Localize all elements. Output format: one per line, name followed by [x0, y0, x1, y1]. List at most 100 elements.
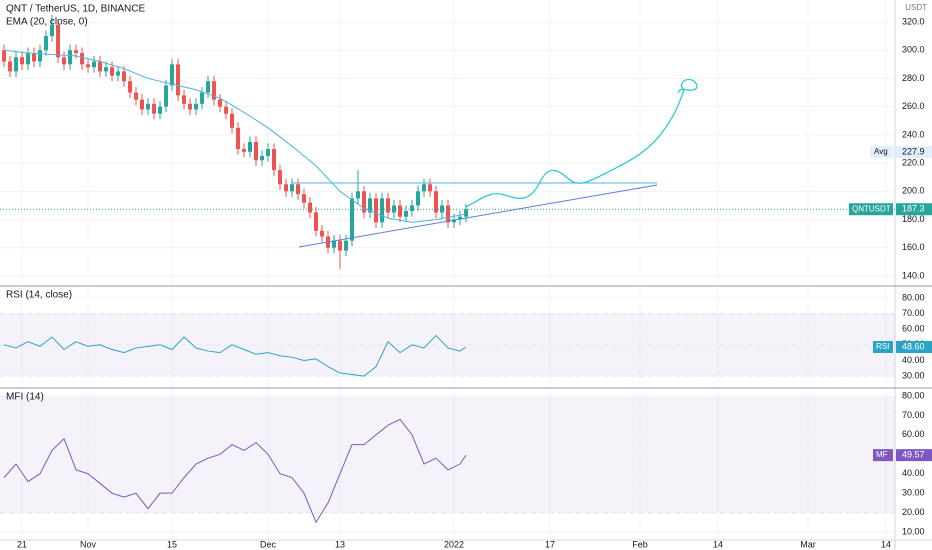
x-tick-label: Mar: [800, 539, 816, 549]
candle-body: [224, 106, 229, 114]
candle-body: [122, 71, 127, 82]
y-tick-label: 70.00: [902, 308, 925, 318]
candle-body: [254, 141, 259, 161]
candle-body: [104, 67, 109, 72]
candle-body: [50, 24, 55, 37]
candle-body: [290, 184, 295, 192]
candle-body: [194, 103, 199, 110]
ema-legend: EMA (20, close, 0): [6, 17, 88, 28]
candle-body: [242, 148, 247, 152]
candle-body: [422, 184, 427, 192]
mfi-legend: MFI (14): [6, 392, 44, 403]
chart-title: QNT / TetherUS, 1D, BINANCE: [6, 4, 145, 15]
y-tick-label: 40.00: [902, 468, 925, 478]
candle-body: [218, 99, 223, 107]
candle-body: [356, 191, 361, 199]
tag-label: QNTUSDT: [852, 204, 891, 213]
candle-body: [308, 202, 313, 213]
candle-body: [38, 50, 43, 62]
x-tick-label: 14: [881, 539, 891, 549]
y-tick-label: 30.00: [902, 370, 925, 380]
tag-label: MF: [876, 450, 888, 459]
y-tick-label: 20.00: [902, 507, 925, 517]
price-tag-value: 49.57: [902, 450, 925, 460]
candle-body: [182, 95, 187, 104]
candle-body: [62, 57, 67, 65]
tag-label-bg: [873, 341, 893, 353]
tag-label: RSI: [876, 342, 889, 351]
candle-body: [92, 61, 97, 68]
candle-body: [74, 50, 79, 54]
candle-body: [398, 205, 403, 217]
candle-body: [350, 198, 355, 241]
candle-body: [140, 99, 145, 110]
candle-body: [116, 71, 121, 76]
price-tag: [896, 449, 932, 462]
y-tick-label: 10.00: [902, 526, 925, 536]
unit-label: USDT: [905, 3, 927, 12]
candle-body: [44, 36, 49, 51]
candle-body: [200, 92, 205, 104]
indicator-line: [3, 334, 467, 377]
rsi-legend: RSI (14, close): [6, 290, 72, 301]
candle-body: [314, 212, 319, 231]
avg-label-bg: [870, 145, 893, 158]
y-tick-label: 80.00: [902, 292, 925, 302]
avg-value: 227.9: [902, 146, 925, 156]
candle-body: [188, 103, 193, 110]
candle-body: [20, 57, 25, 65]
y-tick-label: 60.00: [902, 324, 925, 334]
candle-body: [410, 205, 415, 212]
candle-body: [134, 92, 139, 100]
candle-body: [416, 191, 421, 206]
candle-body: [146, 103, 151, 110]
x-tick-label: Nov: [80, 539, 97, 549]
candle-body: [170, 64, 175, 86]
avg-tag: [896, 145, 932, 158]
price-tag-value: 187.3: [902, 204, 925, 214]
candle-body: [176, 64, 181, 96]
candle-body: [392, 205, 397, 213]
candle-body: [302, 194, 307, 203]
x-tick-label: 14: [713, 539, 723, 549]
y-tick-label: 240.0: [902, 129, 925, 139]
tag-label-bg: [873, 449, 893, 462]
projection-curve: [465, 89, 685, 208]
x-tick-label: Feb: [632, 539, 648, 549]
candle-body: [440, 205, 445, 213]
y-tick-label: 70.00: [902, 410, 925, 420]
y-tick-label: 300.0: [902, 45, 925, 55]
y-tick-label: 80.00: [902, 390, 925, 400]
candle-body: [260, 156, 265, 161]
avg-label: Avg: [874, 147, 888, 156]
candle-body: [164, 85, 169, 107]
tag-label-bg: [849, 203, 893, 216]
candle-body: [338, 240, 343, 251]
y-tick-label: 200.0: [902, 186, 925, 196]
candle-body: [128, 81, 133, 93]
candle-body: [362, 191, 367, 213]
candle-body: [446, 205, 451, 223]
x-tick-label: 15: [167, 539, 177, 549]
candle-body: [212, 81, 217, 100]
y-tick-label: 280.0: [902, 73, 925, 83]
candle-body: [434, 191, 439, 213]
y-tick-label: 160.0: [902, 242, 925, 252]
candle-body: [266, 148, 271, 157]
y-tick-label: 180.0: [902, 214, 925, 224]
candle-body: [428, 184, 433, 192]
candle-body: [68, 50, 73, 65]
candle-body: [8, 61, 13, 72]
x-tick-label: 21: [17, 539, 27, 549]
y-tick-label: 140.0: [902, 270, 925, 280]
candle-body: [452, 219, 457, 223]
x-tick-label: Dec: [260, 539, 277, 549]
price-tag-value: 48.60: [902, 341, 925, 351]
x-tick-label: 17: [545, 539, 555, 549]
candle-body: [236, 127, 241, 149]
y-tick-label: 40.00: [902, 355, 925, 365]
y-tick-label: 30.00: [902, 488, 925, 498]
price-tag: [896, 203, 932, 216]
